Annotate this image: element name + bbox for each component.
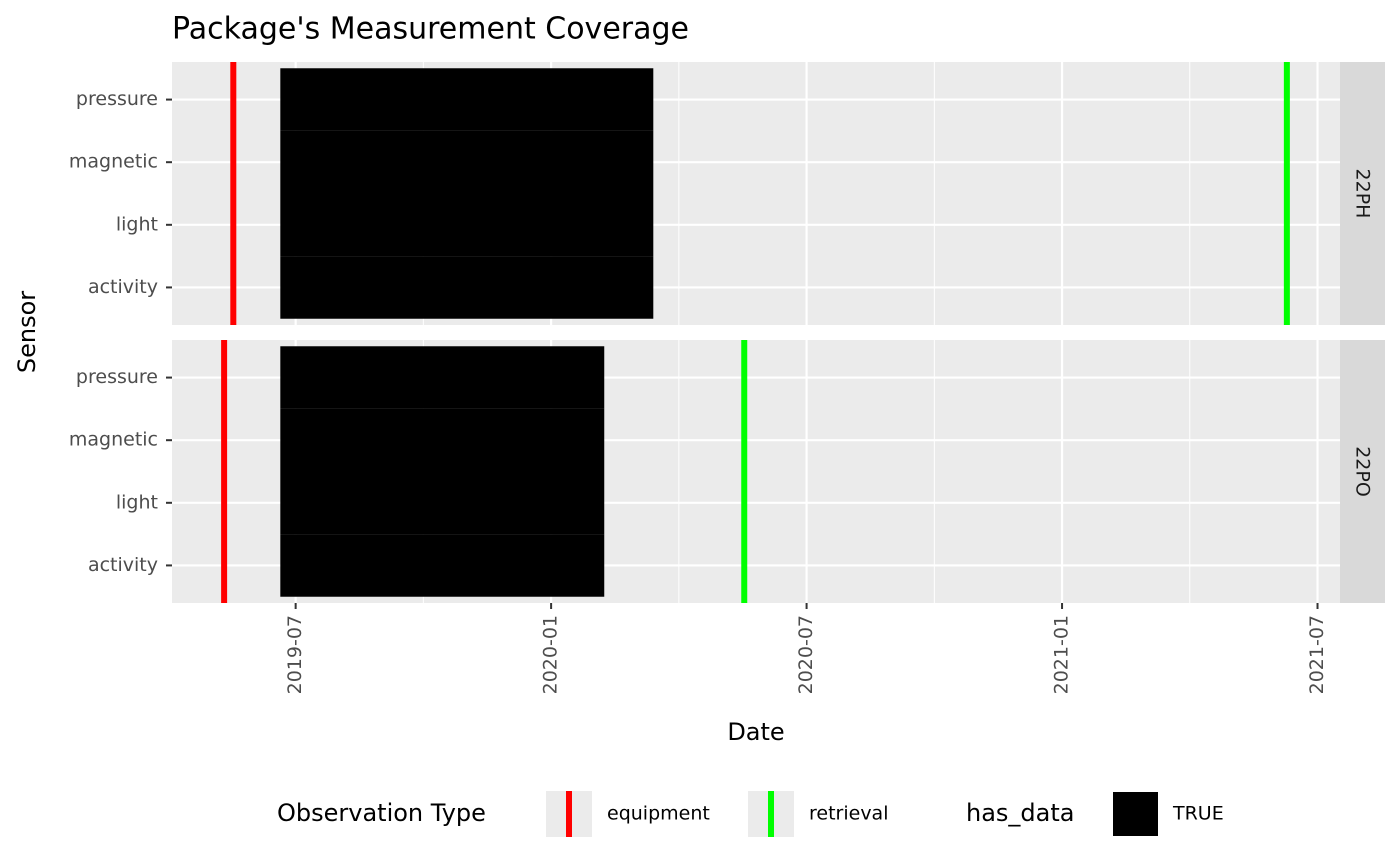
- data-tile: [280, 256, 654, 319]
- data-tile: [280, 534, 605, 597]
- legend-title: has_data: [966, 799, 1074, 827]
- y-tick-label: magnetic: [69, 151, 158, 173]
- y-tick-label: light: [116, 491, 158, 513]
- data-tile: [280, 346, 605, 409]
- data-tile: [280, 130, 654, 194]
- data-tile: [280, 408, 605, 472]
- legend-swatch: [1113, 792, 1158, 836]
- x-tick-label: 2020-07: [795, 615, 817, 694]
- x-tick-label: 2021-01: [1051, 615, 1073, 694]
- y-tick-label: pressure: [76, 88, 158, 110]
- facet-strip: [1340, 340, 1385, 603]
- data-tile: [280, 471, 605, 535]
- x-tick-label: 2021-07: [1306, 615, 1328, 694]
- facet-label: 22PH: [1352, 169, 1374, 219]
- data-tile: [280, 193, 654, 257]
- x-tick-label: 2019-07: [284, 615, 306, 694]
- y-tick-label: activity: [88, 554, 158, 576]
- x-tick-label: 2020-01: [540, 615, 562, 694]
- legend-title: Observation Type: [277, 799, 486, 827]
- data-tile: [280, 68, 654, 131]
- y-axis-label: Sensor: [13, 291, 41, 373]
- x-axis-label: Date: [727, 718, 784, 746]
- y-tick-label: light: [116, 213, 158, 235]
- y-tick-label: pressure: [76, 366, 158, 388]
- y-tick-label: magnetic: [69, 429, 158, 451]
- legend-label: equipment: [607, 803, 710, 825]
- chart-title: Package's Measurement Coverage: [172, 12, 689, 47]
- legend-label: TRUE: [1172, 803, 1224, 825]
- legend-label: retrieval: [809, 803, 888, 825]
- y-tick-label: activity: [88, 276, 158, 298]
- facet-label: 22PO: [1352, 446, 1374, 497]
- facet-strip: [1340, 62, 1385, 325]
